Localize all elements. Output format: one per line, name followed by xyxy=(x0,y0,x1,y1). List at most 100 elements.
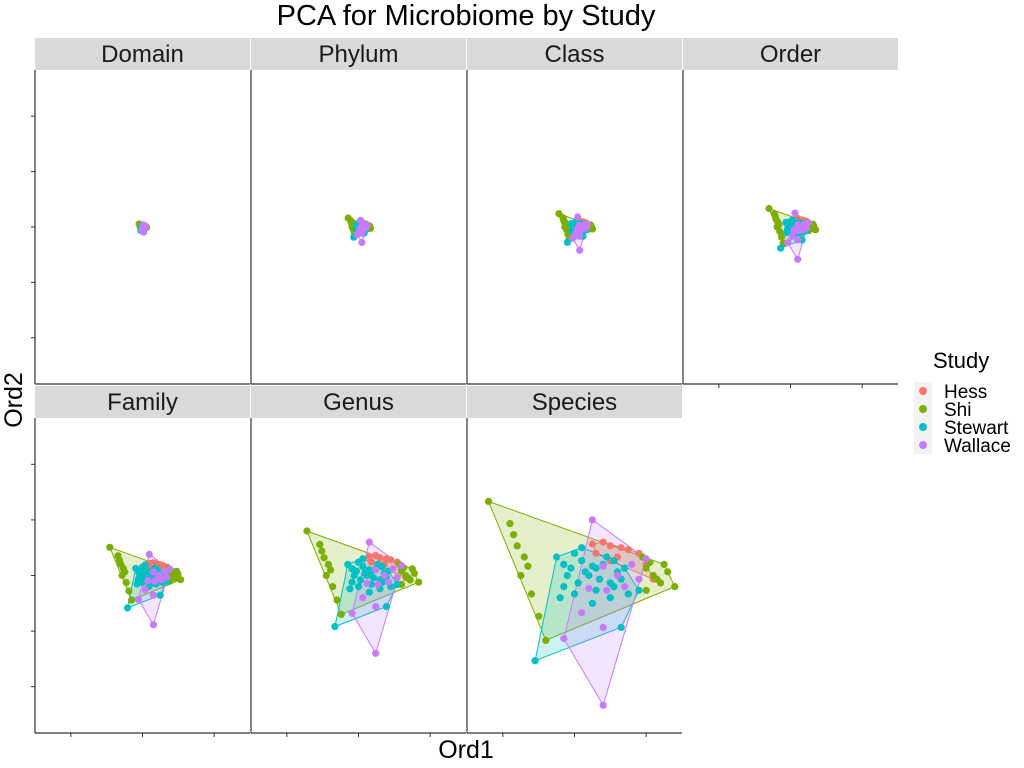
point-genus-shi-2 xyxy=(318,547,326,555)
strip-label-species: Species xyxy=(532,389,617,416)
point-genus-shi-4 xyxy=(324,560,332,569)
point-genus-stewart-22 xyxy=(393,580,401,589)
strip-genus xyxy=(251,386,466,418)
point-family-stewart-23 xyxy=(133,580,141,588)
point-species-hess-0 xyxy=(588,540,597,548)
point-species-stewart-10 xyxy=(585,571,593,580)
point-species-wallace-10 xyxy=(599,623,607,632)
point-species-hess-1 xyxy=(599,538,607,546)
point-order-wallace-11 xyxy=(784,239,792,247)
point-genus-stewart-11 xyxy=(350,571,358,580)
point-species-stewart-28 xyxy=(560,560,568,569)
point-species-shi-6 xyxy=(517,571,525,580)
panel-species xyxy=(467,418,682,733)
point-species-stewart-7 xyxy=(596,575,604,583)
point-genus-wallace-1 xyxy=(372,566,380,574)
point-species-stewart-29 xyxy=(610,557,618,565)
point-species-stewart-1 xyxy=(553,553,561,561)
point-species-wallace-11 xyxy=(560,634,568,643)
point-genus-wallace-11 xyxy=(348,609,356,617)
point-family-wallace-10 xyxy=(149,591,157,599)
point-genus-wallace-0 xyxy=(365,538,373,546)
point-genus-stewart-29 xyxy=(378,563,386,571)
point-species-stewart-17 xyxy=(610,583,618,591)
point-phylum-wallace-12 xyxy=(358,238,366,247)
point-species-wallace-9 xyxy=(578,609,586,617)
point-family-stewart-26 xyxy=(141,561,149,569)
point-genus-wallace-4 xyxy=(397,561,406,570)
point-species-stewart-26 xyxy=(578,544,586,552)
point-genus-stewart-1 xyxy=(344,560,352,569)
x-axis-title: Ord1 xyxy=(438,736,494,764)
point-class-wallace-11 xyxy=(569,234,577,242)
point-species-wallace-3 xyxy=(628,560,636,569)
point-species-shi-10 xyxy=(642,564,650,572)
strip-label-order: Order xyxy=(760,41,821,68)
point-class-stewart-28 xyxy=(569,221,577,229)
point-genus-stewart-30 xyxy=(382,603,390,611)
point-genus-hess-8 xyxy=(367,558,375,566)
point-genus-shi-5 xyxy=(327,566,335,574)
point-species-shi-1 xyxy=(506,520,514,528)
point-species-stewart-22 xyxy=(635,586,643,594)
point-family-stewart-18 xyxy=(138,578,147,587)
strip-label-genus: Genus xyxy=(323,389,394,416)
point-domain-wallace-12 xyxy=(140,228,148,236)
strip-species xyxy=(467,386,682,418)
point-genus-shi-0 xyxy=(303,527,311,535)
point-species-wallace-5 xyxy=(635,575,643,583)
point-family-wallace-12 xyxy=(149,621,157,629)
strip-domain xyxy=(35,38,250,70)
point-genus-shi-8 xyxy=(333,596,341,604)
point-family-shi-17 xyxy=(172,567,181,575)
point-class-stewart-0 xyxy=(563,238,572,246)
point-genus-wallace-3 xyxy=(389,565,397,573)
point-species-stewart-18 xyxy=(570,590,579,598)
point-species-hess-5 xyxy=(624,546,632,554)
legend-key-wallace xyxy=(919,441,927,449)
point-genus-shi-13 xyxy=(415,578,423,586)
point-species-shi-5 xyxy=(524,562,532,570)
point-species-shi-13 xyxy=(671,583,679,591)
strip-phylum xyxy=(251,38,466,70)
point-family-wallace-7 xyxy=(151,577,159,585)
point-species-wallace-6 xyxy=(621,583,629,591)
legend-label-stewart: Stewart xyxy=(944,418,1009,439)
point-genus-stewart-23 xyxy=(346,585,354,593)
point-species-shi-14 xyxy=(664,568,672,576)
point-species-stewart-27 xyxy=(592,586,600,594)
point-species-shi-9 xyxy=(542,636,550,645)
point-species-hess-2 xyxy=(606,542,614,550)
point-order-wallace-0 xyxy=(791,209,799,217)
point-genus-stewart-7 xyxy=(369,574,378,582)
point-species-wallace-0 xyxy=(588,516,597,524)
point-genus-stewart-18 xyxy=(354,583,363,591)
point-family-stewart-0 xyxy=(123,604,132,612)
point-species-shi-17 xyxy=(660,560,668,569)
point-species-shi-8 xyxy=(535,612,543,620)
point-species-shi-0 xyxy=(484,497,493,505)
chart-title: PCA for Microbiome by Study xyxy=(277,0,656,32)
legend-label-hess: Hess xyxy=(944,382,987,403)
point-genus-shi-16 xyxy=(404,574,412,582)
strip-label-class: Class xyxy=(544,41,604,68)
strip-label-family: Family xyxy=(107,389,178,416)
point-family-stewart-30 xyxy=(156,591,164,599)
point-genus-stewart-28 xyxy=(348,565,356,573)
point-species-hess-3 xyxy=(617,544,625,552)
point-genus-shi-6 xyxy=(322,571,330,580)
point-species-stewart-9 xyxy=(578,557,586,565)
point-species-stewart-8 xyxy=(570,549,579,557)
legend-key-hess xyxy=(919,387,927,395)
point-genus-shi-7 xyxy=(329,583,337,591)
point-order-wallace-10 xyxy=(794,236,802,244)
point-order-wallace-8 xyxy=(790,226,798,234)
point-genus-shi-3 xyxy=(320,554,328,562)
point-species-shi-16 xyxy=(653,575,661,583)
point-genus-wallace-9 xyxy=(359,594,367,602)
point-genus-wallace-12 xyxy=(372,649,380,657)
legend-key-stewart xyxy=(919,423,927,431)
point-class-wallace-12 xyxy=(576,246,584,254)
strip-order xyxy=(683,38,898,70)
